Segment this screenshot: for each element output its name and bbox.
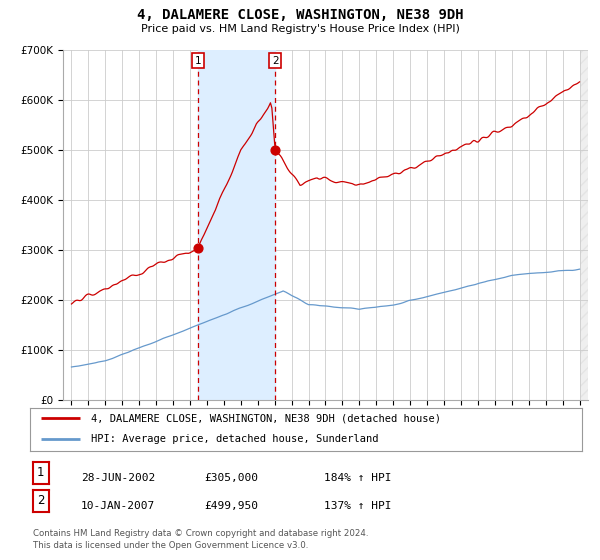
Text: 1: 1	[195, 55, 202, 66]
Text: 184% ↑ HPI: 184% ↑ HPI	[324, 473, 392, 483]
Text: 2: 2	[37, 494, 44, 507]
Text: HPI: Average price, detached house, Sunderland: HPI: Average price, detached house, Sund…	[91, 434, 378, 444]
Text: 4, DALAMERE CLOSE, WASHINGTON, NE38 9DH: 4, DALAMERE CLOSE, WASHINGTON, NE38 9DH	[137, 8, 463, 22]
Text: 2: 2	[272, 55, 278, 66]
Text: 1: 1	[37, 466, 44, 479]
Text: £305,000: £305,000	[204, 473, 258, 483]
Point	[194, 244, 203, 253]
Point	[271, 146, 280, 155]
Text: This data is licensed under the Open Government Licence v3.0.: This data is licensed under the Open Gov…	[33, 541, 308, 550]
Text: 28-JUN-2002: 28-JUN-2002	[81, 473, 155, 483]
Text: Price paid vs. HM Land Registry's House Price Index (HPI): Price paid vs. HM Land Registry's House …	[140, 24, 460, 34]
Text: 137% ↑ HPI: 137% ↑ HPI	[324, 501, 392, 511]
Text: £499,950: £499,950	[204, 501, 258, 511]
Text: 4, DALAMERE CLOSE, WASHINGTON, NE38 9DH (detached house): 4, DALAMERE CLOSE, WASHINGTON, NE38 9DH …	[91, 413, 441, 423]
Text: 10-JAN-2007: 10-JAN-2007	[81, 501, 155, 511]
Text: Contains HM Land Registry data © Crown copyright and database right 2024.: Contains HM Land Registry data © Crown c…	[33, 530, 368, 539]
Bar	[199, 50, 275, 400]
